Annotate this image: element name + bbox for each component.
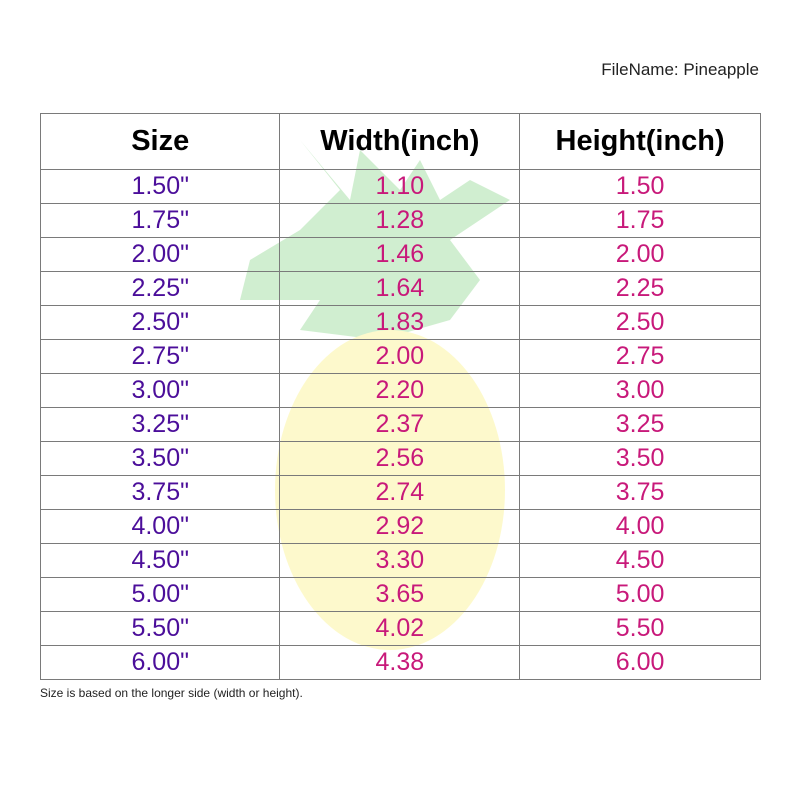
table-row: 4.50" 3.30 4.50 xyxy=(39,543,761,578)
height-cell: 2.50 xyxy=(519,305,761,340)
size-cell: 2.25" xyxy=(39,271,281,306)
size-cell: 5.50" xyxy=(39,611,281,646)
size-chart-table: Size Width(inch) Height(inch) 1.50" 1.10 1… xyxy=(39,113,761,680)
table-row: 3.25" 2.37 3.25 xyxy=(39,407,761,442)
width-cell: 4.38 xyxy=(279,645,521,680)
height-cell: 6.00 xyxy=(519,645,761,680)
table-row: 2.00" 1.46 2.00 xyxy=(39,237,761,272)
height-cell: 1.50 xyxy=(519,169,761,204)
height-cell: 2.25 xyxy=(519,271,761,306)
table-row: 5.50" 4.02 5.50 xyxy=(39,611,761,646)
size-cell: 3.25" xyxy=(39,407,281,442)
width-cell: 2.92 xyxy=(279,509,521,544)
table-row: 2.25" 1.64 2.25 xyxy=(39,271,761,306)
height-cell: 2.75 xyxy=(519,339,761,374)
size-cell: 4.00" xyxy=(39,509,281,544)
size-cell: 3.00" xyxy=(39,373,281,408)
height-cell: 3.00 xyxy=(519,373,761,408)
width-cell: 2.20 xyxy=(279,373,521,408)
height-cell: 1.75 xyxy=(519,203,761,238)
height-cell: 4.50 xyxy=(519,543,761,578)
table-row: 6.00" 4.38 6.00 xyxy=(39,645,761,680)
header-height: Height(inch) xyxy=(519,113,761,170)
width-cell: 2.00 xyxy=(279,339,521,374)
width-cell: 1.64 xyxy=(279,271,521,306)
size-cell: 1.50" xyxy=(39,169,281,204)
width-cell: 2.56 xyxy=(279,441,521,476)
size-note: Size is based on the longer side (width … xyxy=(40,686,303,700)
height-cell: 3.75 xyxy=(519,475,761,510)
size-cell: 3.75" xyxy=(39,475,281,510)
width-cell: 1.28 xyxy=(279,203,521,238)
size-cell: 6.00" xyxy=(39,645,281,680)
header-size: Size xyxy=(39,113,281,170)
size-cell: 5.00" xyxy=(39,577,281,612)
filename-label: FileName: Pineapple xyxy=(601,60,759,79)
width-cell: 1.83 xyxy=(279,305,521,340)
size-cell: 1.75" xyxy=(39,203,281,238)
size-cell: 2.50" xyxy=(39,305,281,340)
width-cell: 2.74 xyxy=(279,475,521,510)
size-cell: 2.75" xyxy=(39,339,281,374)
height-cell: 2.00 xyxy=(519,237,761,272)
width-cell: 3.65 xyxy=(279,577,521,612)
height-cell: 3.50 xyxy=(519,441,761,476)
width-cell: 3.30 xyxy=(279,543,521,578)
table-row: 3.75" 2.74 3.75 xyxy=(39,475,761,510)
table-row: 5.00" 3.65 5.00 xyxy=(39,577,761,612)
table-row: 2.50" 1.83 2.50 xyxy=(39,305,761,340)
height-cell: 3.25 xyxy=(519,407,761,442)
size-cell: 3.50" xyxy=(39,441,281,476)
table-row: 1.50" 1.10 1.50 xyxy=(39,169,761,204)
table-row: 4.00" 2.92 4.00 xyxy=(39,509,761,544)
header-width: Width(inch) xyxy=(279,113,521,170)
width-cell: 2.37 xyxy=(279,407,521,442)
height-cell: 5.50 xyxy=(519,611,761,646)
table-row: 3.00" 2.20 3.00 xyxy=(39,373,761,408)
width-cell: 1.46 xyxy=(279,237,521,272)
table-row: 3.50" 2.56 3.50 xyxy=(39,441,761,476)
table-row: 2.75" 2.00 2.75 xyxy=(39,339,761,374)
table-header-row: Size Width(inch) Height(inch) xyxy=(39,113,761,170)
width-cell: 1.10 xyxy=(279,169,521,204)
height-cell: 4.00 xyxy=(519,509,761,544)
size-cell: 4.50" xyxy=(39,543,281,578)
height-cell: 5.00 xyxy=(519,577,761,612)
table-row: 1.75" 1.28 1.75 xyxy=(39,203,761,238)
size-cell: 2.00" xyxy=(39,237,281,272)
width-cell: 4.02 xyxy=(279,611,521,646)
